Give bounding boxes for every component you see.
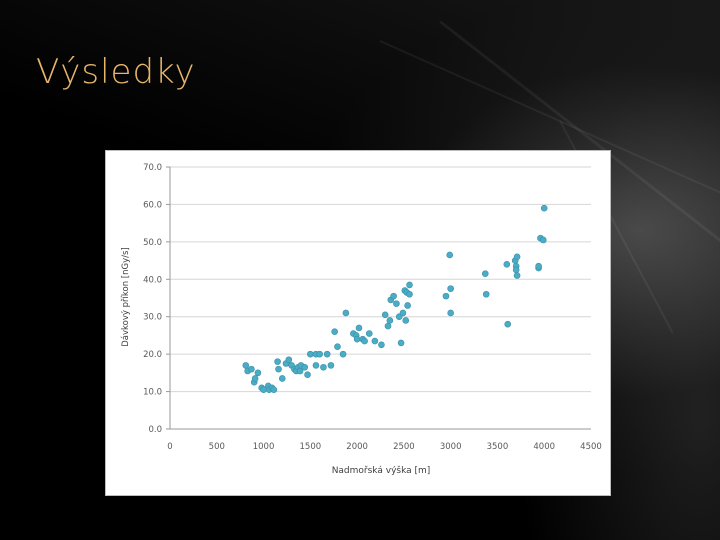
- data-point: [404, 302, 411, 309]
- data-point: [254, 369, 262, 377]
- data-point: [285, 356, 293, 364]
- data-point: [312, 362, 320, 369]
- y-tick-label: 10.0: [143, 388, 162, 398]
- x-tick-label: 3500: [487, 442, 509, 452]
- data-point: [274, 358, 281, 365]
- data-point: [481, 270, 489, 277]
- data-point: [393, 300, 400, 307]
- data-point: [535, 262, 542, 270]
- scatter-chart: 0.0 10.0 20.0 30.0 40.0 50.0 60.0 70.0 0 500 1000…: [121, 163, 602, 476]
- data-point: [320, 363, 327, 371]
- data-point: [355, 324, 363, 332]
- data-point: [399, 309, 407, 317]
- data-point: [378, 341, 385, 349]
- data-point: [371, 337, 379, 345]
- chart-panel: 0.0 10.0 20.0 30.0 40.0 50.0 60.0 70.0 0 500 1000…: [105, 150, 611, 496]
- data-point: [331, 328, 338, 335]
- data-point: [513, 253, 521, 261]
- x-tick-label: 2000: [346, 442, 368, 452]
- y-tick-label: 20.0: [143, 350, 162, 360]
- x-tick-label: 4000: [533, 442, 555, 452]
- data-point: [365, 330, 373, 337]
- data-point: [242, 362, 250, 369]
- data-point: [327, 362, 335, 369]
- data-point: [386, 317, 394, 324]
- data-point: [390, 292, 397, 300]
- data-point: [334, 343, 341, 350]
- data-point: [316, 350, 323, 358]
- x-tick-label: 0: [167, 442, 172, 452]
- y-tick-label: 50.0: [143, 238, 162, 248]
- data-point: [447, 309, 454, 317]
- data-point: [275, 365, 282, 373]
- data-point: [503, 261, 511, 268]
- y-tick-label: 30.0: [143, 313, 162, 323]
- data-point: [248, 365, 255, 373]
- data-point: [539, 236, 547, 244]
- data-point: [513, 272, 521, 279]
- data-point: [353, 335, 361, 343]
- data-point: [270, 386, 278, 393]
- x-tick-label: 1500: [300, 442, 322, 452]
- y-tick-label: 0.0: [148, 425, 162, 435]
- data-point: [482, 290, 490, 298]
- x-tick-label: 4500: [580, 442, 602, 452]
- data-point: [446, 251, 454, 259]
- data-point: [406, 290, 413, 298]
- data-point: [342, 309, 350, 317]
- y-tick-label: 40.0: [143, 275, 162, 285]
- x-tick-label: 2500: [393, 442, 415, 452]
- x-tick-label: 1000: [253, 442, 275, 452]
- data-point: [307, 350, 314, 358]
- data-point: [442, 292, 450, 300]
- data-point: [251, 375, 259, 382]
- data-point: [447, 285, 454, 292]
- data-point: [304, 371, 311, 379]
- data-point: [504, 320, 512, 328]
- x-tick-label: 3000: [440, 442, 462, 452]
- data-point: [361, 337, 368, 345]
- x-tick-label: 500: [209, 442, 225, 452]
- y-axis-label: Dávkový příkon [nGy/s]: [121, 247, 131, 346]
- data-point: [402, 317, 410, 324]
- data-point: [301, 363, 309, 371]
- data-point: [323, 350, 331, 358]
- data-point: [381, 311, 389, 319]
- data-point: [540, 204, 548, 212]
- data-point: [512, 266, 520, 274]
- y-tick-label: 60.0: [143, 200, 162, 210]
- data-point: [278, 375, 286, 382]
- data-point: [406, 281, 413, 289]
- data-point: [339, 350, 347, 358]
- slide-title: Výsledky: [36, 52, 196, 92]
- x-axis-label: Nadmořská výška [m]: [332, 465, 431, 476]
- data-point: [397, 339, 405, 347]
- data-point: [384, 322, 392, 330]
- y-tick-label: 70.0: [143, 163, 162, 173]
